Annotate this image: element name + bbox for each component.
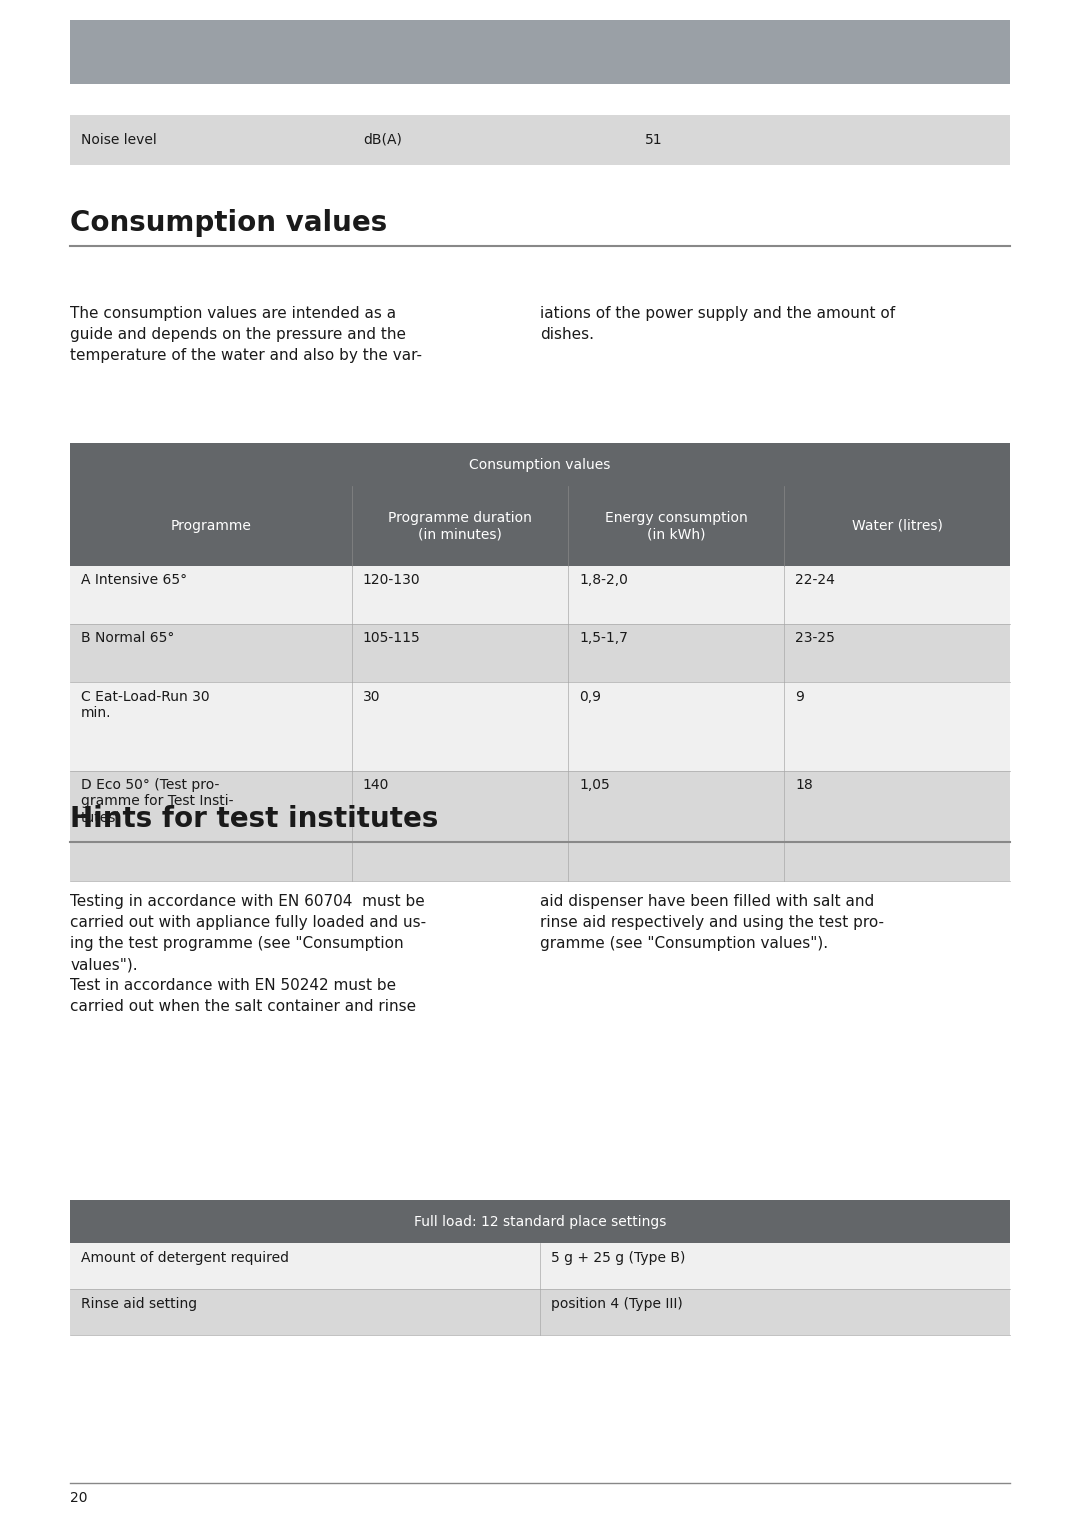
Text: Consumption values: Consumption values (470, 457, 610, 472)
Text: Programme duration
(in minutes): Programme duration (in minutes) (388, 511, 532, 541)
Text: 0,9: 0,9 (579, 690, 600, 703)
Text: position 4 (Type III): position 4 (Type III) (551, 1297, 683, 1310)
Text: 51: 51 (645, 133, 662, 147)
FancyBboxPatch shape (70, 443, 1010, 486)
Text: 1,05: 1,05 (579, 778, 610, 792)
Text: iations of the power supply and the amount of
dishes.: iations of the power supply and the amou… (540, 306, 895, 342)
FancyBboxPatch shape (70, 566, 1010, 624)
FancyBboxPatch shape (70, 1200, 1010, 1243)
Text: Testing in accordance with EN 60704  must be
carried out with appliance fully lo: Testing in accordance with EN 60704 must… (70, 894, 427, 1014)
Text: A Intensive 65°: A Intensive 65° (81, 573, 187, 587)
FancyBboxPatch shape (70, 682, 1010, 771)
Text: C Eat-Load-Run 30
min.: C Eat-Load-Run 30 min. (81, 690, 210, 720)
Text: 9: 9 (795, 690, 804, 703)
Text: Hints for test institutes: Hints for test institutes (70, 806, 438, 833)
Text: Rinse aid setting: Rinse aid setting (81, 1297, 198, 1310)
Text: D Eco 50° (Test pro-
gramme for Test Insti-
tutes): D Eco 50° (Test pro- gramme for Test Ins… (81, 778, 233, 824)
Text: 23-25: 23-25 (795, 631, 835, 645)
Text: 22-24: 22-24 (795, 573, 835, 587)
Text: 140: 140 (363, 778, 389, 792)
Text: Amount of detergent required: Amount of detergent required (81, 1251, 289, 1264)
Text: Water (litres): Water (litres) (852, 518, 943, 534)
Text: B Normal 65°: B Normal 65° (81, 631, 174, 645)
Text: Full load: 12 standard place settings: Full load: 12 standard place settings (414, 1214, 666, 1229)
Text: 1,5-1,7: 1,5-1,7 (579, 631, 627, 645)
Text: 120-130: 120-130 (363, 573, 420, 587)
Text: 105-115: 105-115 (363, 631, 420, 645)
Text: dB(A): dB(A) (363, 133, 402, 147)
Text: 18: 18 (795, 778, 813, 792)
Text: Programme: Programme (171, 518, 252, 534)
Text: Consumption values: Consumption values (70, 209, 388, 237)
Text: 1,8-2,0: 1,8-2,0 (579, 573, 627, 587)
FancyBboxPatch shape (70, 486, 1010, 566)
Text: 20: 20 (70, 1491, 87, 1505)
FancyBboxPatch shape (70, 771, 1010, 881)
FancyBboxPatch shape (70, 115, 1010, 165)
FancyBboxPatch shape (70, 1243, 1010, 1289)
Text: Noise level: Noise level (81, 133, 157, 147)
Text: 5 g + 25 g (Type B): 5 g + 25 g (Type B) (551, 1251, 685, 1264)
FancyBboxPatch shape (70, 1289, 1010, 1335)
FancyBboxPatch shape (70, 624, 1010, 682)
Text: 30: 30 (363, 690, 380, 703)
FancyBboxPatch shape (70, 20, 1010, 84)
Text: aid dispenser have been filled with salt and
rinse aid respectively and using th: aid dispenser have been filled with salt… (540, 894, 885, 951)
Text: The consumption values are intended as a
guide and depends on the pressure and t: The consumption values are intended as a… (70, 306, 422, 362)
Text: Energy consumption
(in kWh): Energy consumption (in kWh) (605, 511, 747, 541)
